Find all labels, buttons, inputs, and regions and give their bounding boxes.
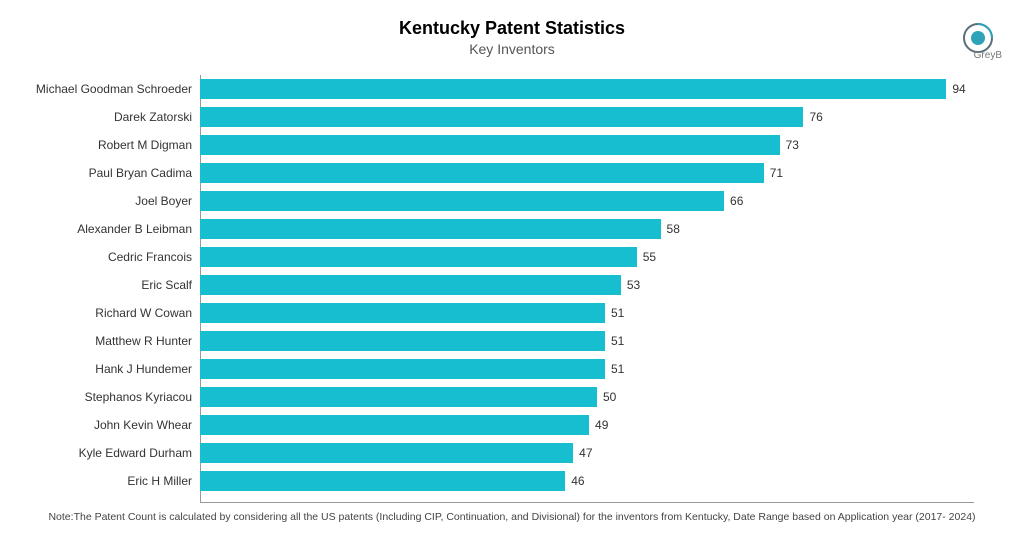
value-label: 46 [571, 474, 584, 488]
bar-area: 73 [200, 135, 994, 155]
category-label: Joel Boyer [30, 194, 200, 208]
category-label: Matthew R Hunter [30, 334, 200, 348]
value-label: 55 [643, 250, 656, 264]
bar-area: 76 [200, 107, 994, 127]
bar-area: 71 [200, 163, 994, 183]
chart-title: Kentucky Patent Statistics [30, 18, 994, 39]
category-label: Paul Bryan Cadima [30, 166, 200, 180]
bar-area: 50 [200, 387, 994, 407]
category-label: Cedric Francois [30, 250, 200, 264]
value-label: 53 [627, 278, 640, 292]
chart-row: Hank J Hundemer 51 [30, 355, 994, 383]
chart-row: John Kevin Whear 49 [30, 411, 994, 439]
chart-row: Joel Boyer 66 [30, 187, 994, 215]
bar-area: 53 [200, 275, 994, 295]
bar [200, 387, 597, 407]
chart-row: Paul Bryan Cadima 71 [30, 159, 994, 187]
bar-area: 51 [200, 303, 994, 323]
chart-row: Eric Scalf 53 [30, 271, 994, 299]
bar-area: 58 [200, 219, 994, 239]
bar-area: 49 [200, 415, 994, 435]
chart-row: Robert M Digman 73 [30, 131, 994, 159]
bar [200, 107, 803, 127]
category-label: Eric H Miller [30, 474, 200, 488]
bar-area: 47 [200, 443, 994, 463]
bar [200, 163, 764, 183]
value-label: 51 [611, 334, 624, 348]
chart-row: Stephanos Kyriacou 50 [30, 383, 994, 411]
bar [200, 443, 573, 463]
chart-container: Kentucky Patent Statistics Key Inventors… [0, 0, 1024, 546]
value-label: 71 [770, 166, 783, 180]
chart-row: Cedric Francois 55 [30, 243, 994, 271]
bar [200, 191, 724, 211]
value-label: 47 [579, 446, 592, 460]
value-label: 76 [809, 110, 822, 124]
value-label: 49 [595, 418, 608, 432]
category-label: Darek Zatorski [30, 110, 200, 124]
bar [200, 275, 621, 295]
category-label: Kyle Edward Durham [30, 446, 200, 460]
category-label: Eric Scalf [30, 278, 200, 292]
category-label: John Kevin Whear [30, 418, 200, 432]
value-label: 51 [611, 306, 624, 320]
category-label: Stephanos Kyriacou [30, 390, 200, 404]
bar [200, 303, 605, 323]
chart-row: Kyle Edward Durham 47 [30, 439, 994, 467]
bar-area: 46 [200, 471, 994, 491]
bar [200, 471, 565, 491]
bar [200, 79, 946, 99]
chart-row: Darek Zatorski 76 [30, 103, 994, 131]
chart-row: Matthew R Hunter 51 [30, 327, 994, 355]
bar [200, 415, 589, 435]
bar [200, 135, 780, 155]
chart-row: Richard W Cowan 51 [30, 299, 994, 327]
logo-text: GreyB [974, 50, 1002, 61]
bar-area: 66 [200, 191, 994, 211]
chart-row: Alexander B Leibman 58 [30, 215, 994, 243]
bar-area: 51 [200, 359, 994, 379]
bar-area: 51 [200, 331, 994, 351]
value-label: 51 [611, 362, 624, 376]
value-label: 73 [786, 138, 799, 152]
value-label: 58 [667, 222, 680, 236]
chart-row: Michael Goodman Schroeder 94 [30, 75, 994, 103]
bar-area: 55 [200, 247, 994, 267]
bar-area: 94 [200, 79, 994, 99]
category-label: Hank J Hundemer [30, 362, 200, 376]
bar [200, 219, 661, 239]
value-label: 66 [730, 194, 743, 208]
chart-footnote: Note:The Patent Count is calculated by c… [30, 511, 994, 523]
category-label: Richard W Cowan [30, 306, 200, 320]
bar [200, 247, 637, 267]
category-label: Alexander B Leibman [30, 222, 200, 236]
value-label: 50 [603, 390, 616, 404]
chart-rows: Michael Goodman Schroeder 94 Darek Zatorsk… [30, 75, 994, 495]
bar [200, 359, 605, 379]
chart-row: Eric H Miller 46 [30, 467, 994, 495]
x-axis-line [200, 502, 974, 503]
bar [200, 331, 605, 351]
category-label: Robert M Digman [30, 138, 200, 152]
bar-chart: Michael Goodman Schroeder 94 Darek Zatorsk… [30, 75, 994, 505]
value-label: 94 [952, 82, 965, 96]
chart-subtitle: Key Inventors [30, 41, 994, 57]
category-label: Michael Goodman Schroeder [30, 82, 200, 96]
